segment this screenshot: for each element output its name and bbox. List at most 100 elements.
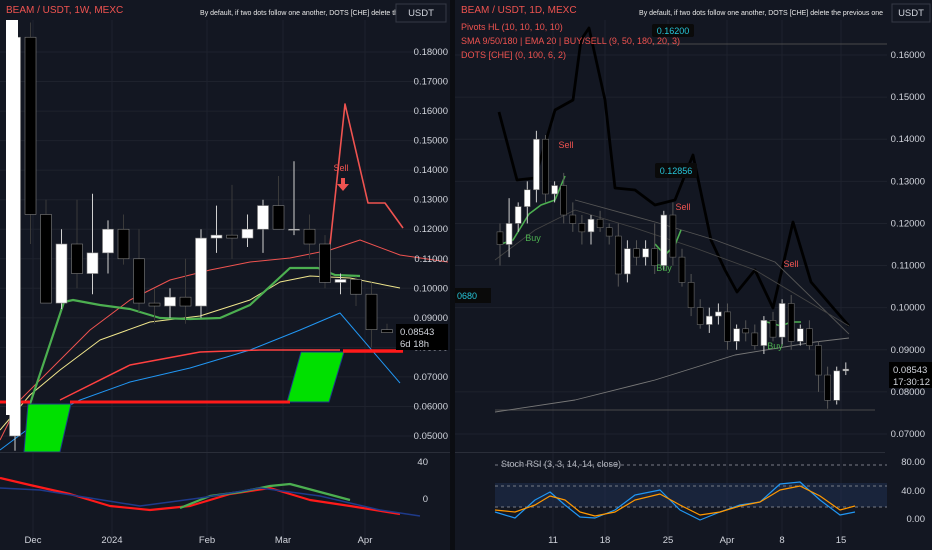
- left-sma-180: [59, 349, 340, 401]
- candle-body: [524, 189, 531, 207]
- candle-body: [833, 370, 841, 401]
- candle-body: [669, 214, 677, 258]
- left-y-tick: 0.17000: [414, 77, 448, 88]
- right-x-tick: 8: [779, 535, 784, 546]
- stoch-band: [495, 483, 887, 507]
- candle-body: [778, 303, 786, 338]
- right-sma-grey-3: [494, 209, 850, 327]
- left-price-axis[interactable]: 0.18000 0.17000 0.16000 0.15000 0.14000 0.130…: [395, 3, 448, 442]
- left-osc-green: [179, 482, 351, 510]
- left-edge-candle: [6, 20, 18, 415]
- left-dots-box-1: [23, 403, 72, 453]
- weekly-chart-pane[interactable]: BEAM / USDT, 1W, MEXC By default, if two…: [0, 0, 450, 550]
- stoch-title: Stoch RSI (3, 3, 14, 14, close): [501, 459, 621, 469]
- right-stoch-rsi: 80.00 40.00 0.00: [494, 457, 926, 525]
- right-grid: [455, 20, 887, 540]
- candle-body: [660, 214, 668, 266]
- left-currency-label: USDT: [408, 8, 434, 19]
- sell-label-3: Sell: [783, 259, 798, 269]
- candle-body: [542, 138, 549, 195]
- candle-body: [605, 227, 613, 237]
- right-price-axis[interactable]: 0.16000 0.15000 0.14000 0.13000 0.12000 0.110…: [889, 3, 932, 440]
- sell-label-2: Sell: [675, 202, 690, 212]
- candle-body: [787, 303, 795, 342]
- candle-body: [303, 228, 316, 245]
- candle-body: [842, 368, 850, 372]
- right-candles: [496, 130, 850, 409]
- candle-body: [706, 315, 713, 325]
- pane-divider[interactable]: [450, 0, 455, 550]
- daily-chart-svg[interactable]: BEAM / USDT, 1D, MEXC Pivots HL (10, 10,…: [455, 0, 932, 550]
- right-x-tick: 25: [663, 535, 674, 546]
- left-osc-red: [0, 476, 401, 516]
- candle-body: [288, 228, 300, 231]
- daily-chart-pane[interactable]: BEAM / USDT, 1D, MEXC Pivots HL (10, 10,…: [455, 0, 932, 550]
- left-y-tick: 0.13000: [414, 195, 448, 206]
- stoch-tick: 80.00: [901, 457, 925, 468]
- candle-body: [241, 228, 254, 239]
- right-y-tick: 0.15000: [891, 92, 925, 103]
- buy-label-2: Buy: [656, 263, 672, 273]
- pivot-high-label: 0.16200: [657, 26, 690, 36]
- right-y-tick: 0.07000: [891, 429, 925, 440]
- candle-body: [742, 328, 750, 334]
- candle-body: [350, 279, 362, 295]
- left-signal-red: [329, 103, 404, 246]
- candle-body: [733, 328, 740, 342]
- candle-body: [164, 296, 176, 307]
- candle-body: [257, 205, 269, 230]
- right-y-tick: 0.11000: [891, 261, 925, 272]
- candle-body: [806, 328, 813, 346]
- candle-body: [24, 36, 37, 215]
- left-y-tick: 0.06000: [414, 401, 448, 412]
- candle-body: [514, 206, 522, 224]
- left-overlays: [0, 103, 449, 453]
- candle-body: [696, 307, 704, 325]
- left-time-axis[interactable]: Dec 2024 Feb Mar Apr: [25, 535, 373, 546]
- stoch-d: [494, 485, 856, 517]
- right-time-axis[interactable]: 11 18 25 Apr 8 15: [548, 535, 846, 546]
- candle-body: [71, 243, 83, 274]
- candle-body: [551, 185, 558, 195]
- buy-label-1: Buy: [525, 233, 541, 243]
- candle-body: [751, 332, 759, 346]
- left-price-badge-bg: [396, 324, 448, 350]
- left-countdown: 6d 18h: [400, 339, 429, 350]
- sell-arrow-icon: [337, 178, 349, 191]
- left-sub-tick: 0: [423, 494, 428, 505]
- right-y-tick: 0.08000: [891, 387, 925, 398]
- right-countdown: 17:30:12: [893, 377, 930, 388]
- candle-body: [55, 243, 68, 304]
- stoch-tick: 0.00: [907, 514, 926, 525]
- pivot-mid-box: [655, 163, 697, 178]
- candle-body: [615, 235, 622, 275]
- candle-body: [365, 293, 378, 330]
- buy-label-3: Buy: [767, 341, 783, 351]
- sell-label-1: Sell: [558, 140, 573, 150]
- pivot-high-box: [652, 24, 694, 37]
- candle-body: [195, 237, 207, 307]
- left-sub-tick: 40: [417, 457, 428, 468]
- left-y-tick: 0.15000: [414, 136, 448, 147]
- candle-body: [624, 248, 631, 275]
- right-overlays: [494, 26, 887, 413]
- left-notice: By default, if two dots follow one anoth…: [200, 10, 444, 17]
- candle-body: [769, 319, 777, 338]
- candle-body: [179, 296, 192, 307]
- right-chart-title: BEAM / USDT, 1D, MEXC: [461, 5, 577, 16]
- left-y-tick: 0.12000: [414, 224, 448, 235]
- left-y-tick: 0.05000: [414, 431, 448, 442]
- candle-body: [210, 234, 223, 239]
- right-y-tick: 0.13000: [891, 176, 925, 187]
- weekly-chart-svg[interactable]: BEAM / USDT, 1W, MEXC By default, if two…: [0, 0, 450, 550]
- left-ema-green: [26, 266, 361, 411]
- candle-body: [102, 228, 114, 254]
- right-y-tick: 0.16000: [891, 50, 925, 61]
- candle-body: [578, 223, 586, 233]
- candle-body: [560, 185, 567, 216]
- candle-body: [133, 258, 145, 304]
- right-subpane-separator: [455, 452, 885, 453]
- candle-body: [40, 214, 52, 304]
- right-sma-grey-1: [494, 337, 850, 413]
- left-y-tick: 0.18000: [414, 47, 448, 58]
